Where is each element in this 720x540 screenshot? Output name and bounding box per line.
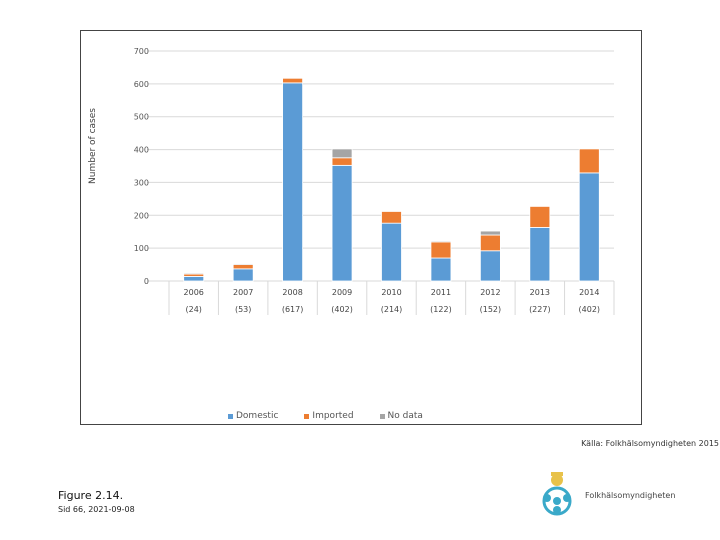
category-total-label: (214) bbox=[381, 305, 403, 314]
legend-swatch-no-data bbox=[379, 413, 385, 419]
y-tick-label: 100 bbox=[134, 244, 149, 253]
slide-label: Sid 66, 2021-09-08 bbox=[58, 505, 135, 514]
category-total-label: (24) bbox=[186, 305, 202, 314]
legend-item-domestic: Domestic bbox=[228, 411, 278, 421]
y-tick-label: 200 bbox=[134, 211, 149, 220]
legend-swatch-imported bbox=[304, 413, 310, 419]
x-tick-label: 2011 bbox=[431, 288, 451, 297]
stacked-bar-chart: 0 100 200 300 400 500 600 700 Number of cases 200… bbox=[88, 47, 615, 315]
bar-domestic bbox=[381, 222, 402, 282]
legend-swatch-domestic bbox=[228, 413, 233, 419]
bar-domestic bbox=[282, 82, 304, 282]
bar-domestic bbox=[479, 250, 501, 282]
bar-domestic bbox=[232, 268, 254, 282]
legend-label-no-data: No data bbox=[387, 411, 423, 421]
bar-no-data bbox=[430, 240, 452, 243]
category-total-label: (227) bbox=[529, 305, 551, 314]
category-total-label: (617) bbox=[282, 305, 304, 314]
y-tick-label: 300 bbox=[134, 178, 149, 187]
bar-imported bbox=[578, 148, 600, 174]
bar-imported bbox=[430, 241, 452, 259]
legend-label-imported: Imported bbox=[312, 411, 354, 421]
agency-logo: Folkhälsomyndigheten bbox=[537, 468, 677, 518]
bar-imported bbox=[381, 210, 402, 224]
y-tick-label: 400 bbox=[134, 146, 149, 155]
x-tick-label: 2007 bbox=[233, 288, 253, 297]
figure-label: Figure 2.14. bbox=[58, 489, 124, 502]
bar-domestic bbox=[529, 227, 551, 282]
y-tick-label: 0 bbox=[144, 277, 149, 286]
chart-frame: 0 100 200 300 400 500 600 700 Number of cases 200… bbox=[80, 30, 719, 448]
x-tick-label: 2009 bbox=[332, 288, 352, 297]
chart-legend: Domestic Imported No data bbox=[228, 411, 449, 421]
category-total-label: (402) bbox=[331, 305, 353, 314]
bar-imported bbox=[232, 264, 254, 270]
bar-no-data bbox=[183, 272, 205, 275]
bar-no-data bbox=[232, 263, 254, 265]
x-tick-label: 2010 bbox=[381, 288, 401, 297]
x-tick-label: 2012 bbox=[480, 288, 500, 297]
category-total-label: (53) bbox=[235, 305, 251, 314]
x-tick-label: 2013 bbox=[530, 288, 550, 297]
logo-text: Folkhälsomyndigheten bbox=[585, 491, 676, 500]
bar-imported bbox=[282, 77, 304, 84]
bar-imported bbox=[529, 206, 551, 228]
y-tick-label: 700 bbox=[134, 47, 149, 56]
legend-label-domestic: Domestic bbox=[236, 411, 279, 421]
bar-no-data bbox=[381, 210, 402, 212]
x-tick-label: 2008 bbox=[282, 288, 302, 297]
x-tick-label: 2014 bbox=[579, 288, 599, 297]
bar-imported bbox=[331, 157, 353, 166]
category-total-label: (402) bbox=[579, 305, 601, 314]
logo-emblem-icon bbox=[542, 472, 572, 516]
legend-item-no-data: No data bbox=[379, 411, 423, 421]
bar-domestic bbox=[331, 164, 353, 282]
legend-item-imported: Imported bbox=[304, 411, 354, 421]
y-axis-label: Number of cases bbox=[88, 108, 98, 184]
bar-domestic bbox=[183, 275, 205, 282]
source-note: Källa: Folkhälsomyndigheten 2015 bbox=[581, 439, 719, 448]
bar-no-data bbox=[331, 148, 353, 159]
x-tick-label: 2006 bbox=[184, 288, 204, 297]
bar-no-data bbox=[479, 230, 501, 236]
y-tick-label: 500 bbox=[134, 113, 149, 122]
bar-imported bbox=[479, 234, 501, 252]
category-total-label: (152) bbox=[480, 305, 502, 314]
category-total-label: (122) bbox=[430, 305, 452, 314]
y-tick-label: 600 bbox=[134, 80, 149, 89]
bar-domestic bbox=[430, 257, 452, 282]
bar-domestic bbox=[578, 172, 600, 282]
